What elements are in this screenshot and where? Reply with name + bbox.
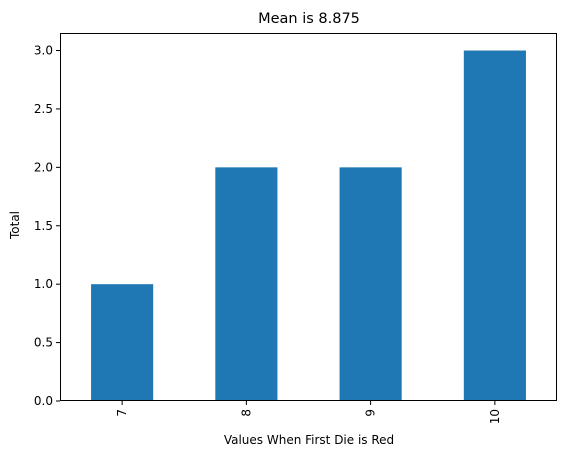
y-tick-label: 2.5 <box>34 102 53 116</box>
y-tick-label: 0.5 <box>34 336 53 350</box>
y-tick-label: 1.5 <box>34 219 53 233</box>
x-tick-label: 10 <box>488 409 502 424</box>
y-tick-label: 1.0 <box>34 277 53 291</box>
x-axis: 7 8 9 10 <box>115 401 502 424</box>
y-tick-label: 3.0 <box>34 44 53 58</box>
bar-8 <box>215 167 278 401</box>
x-tick-label: 9 <box>364 409 378 417</box>
x-axis-label: Values When First Die is Red <box>224 433 394 447</box>
plot-frame <box>60 33 557 401</box>
x-tick-label: 7 <box>115 409 129 417</box>
y-tick-label: 0.0 <box>34 394 53 408</box>
x-tick-label: 8 <box>239 409 253 417</box>
bars <box>91 50 526 402</box>
y-axis-label: Total <box>8 211 22 240</box>
y-tick-label: 2.0 <box>34 160 53 174</box>
y-axis: 0.0 0.5 1.0 1.5 2.0 2.5 3.0 <box>34 44 60 408</box>
bar-7 <box>91 284 154 401</box>
chart-title: Mean is 8.875 <box>258 11 360 27</box>
bar-10 <box>463 50 526 402</box>
bar-9 <box>339 167 402 401</box>
